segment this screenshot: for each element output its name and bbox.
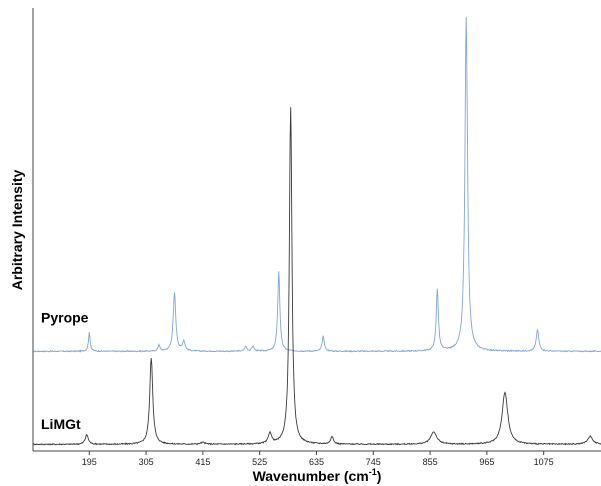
x-tick-label: 965 (479, 457, 494, 467)
x-tick-label: 525 (252, 457, 267, 467)
x-tick-label: 305 (139, 457, 154, 467)
x-tick-label: 745 (366, 457, 381, 467)
plot-frame (32, 8, 601, 452)
x-axis-title-sup: -1 (369, 467, 377, 477)
x-tick-label: 635 (309, 457, 324, 467)
series-layer (32, 16, 601, 446)
series-line-limgt (32, 107, 601, 446)
x-tick-label: 415 (195, 457, 210, 467)
series-line-pyrope (32, 16, 601, 353)
y-axis-title: Arbitrary Intensity (9, 169, 25, 290)
series-label-limgt: LiMGt (41, 416, 81, 432)
series-labels: Pyrope LiMGt (41, 310, 89, 432)
x-tick-label: 195 (82, 457, 97, 467)
x-axis-title: Wavenumber (cm-1) (253, 467, 382, 484)
x-tick-label: 855 (423, 457, 438, 467)
x-ticks: 195 305 415 525 635 745 855 965 1075 (82, 451, 554, 467)
x-tick-label: 1075 (534, 457, 554, 467)
x-axis-title-suffix: ) (377, 468, 382, 484)
series-label-pyrope: Pyrope (41, 310, 89, 326)
x-axis-title-main: Wavenumber (cm (253, 468, 369, 484)
